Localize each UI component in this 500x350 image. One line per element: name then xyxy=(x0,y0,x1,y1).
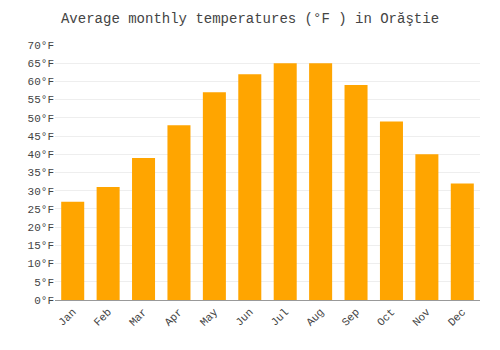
svg-text:30°F: 30°F xyxy=(28,186,54,198)
svg-text:40°F: 40°F xyxy=(28,149,54,161)
svg-text:Jul: Jul xyxy=(269,306,291,328)
svg-text:Aug: Aug xyxy=(304,306,326,328)
svg-text:45°F: 45°F xyxy=(28,131,54,143)
svg-text:Average monthly temperatures (: Average monthly temperatures (°F ) in Or… xyxy=(61,11,439,27)
svg-text:50°F: 50°F xyxy=(28,113,54,125)
svg-text:Mar: Mar xyxy=(127,306,149,328)
svg-text:Dec: Dec xyxy=(446,306,468,328)
svg-text:Sep: Sep xyxy=(340,306,362,328)
svg-text:Feb: Feb xyxy=(92,306,114,328)
svg-text:35°F: 35°F xyxy=(28,167,54,179)
svg-text:Oct: Oct xyxy=(375,306,397,328)
svg-text:25°F: 25°F xyxy=(28,204,54,216)
svg-text:55°F: 55°F xyxy=(28,94,54,106)
svg-text:20°F: 20°F xyxy=(28,222,54,234)
svg-text:Nov: Nov xyxy=(410,306,433,329)
svg-text:10°F: 10°F xyxy=(28,258,54,270)
svg-text:5°F: 5°F xyxy=(34,277,54,289)
svg-text:May: May xyxy=(198,306,221,329)
svg-text:Apr: Apr xyxy=(162,306,184,328)
svg-text:Jun: Jun xyxy=(233,306,255,328)
svg-text:0°F: 0°F xyxy=(34,295,54,307)
svg-text:65°F: 65°F xyxy=(28,58,54,70)
svg-text:Jan: Jan xyxy=(56,306,78,328)
svg-text:15°F: 15°F xyxy=(28,240,54,252)
svg-text:70°F: 70°F xyxy=(28,40,54,52)
svg-text:60°F: 60°F xyxy=(28,76,54,88)
